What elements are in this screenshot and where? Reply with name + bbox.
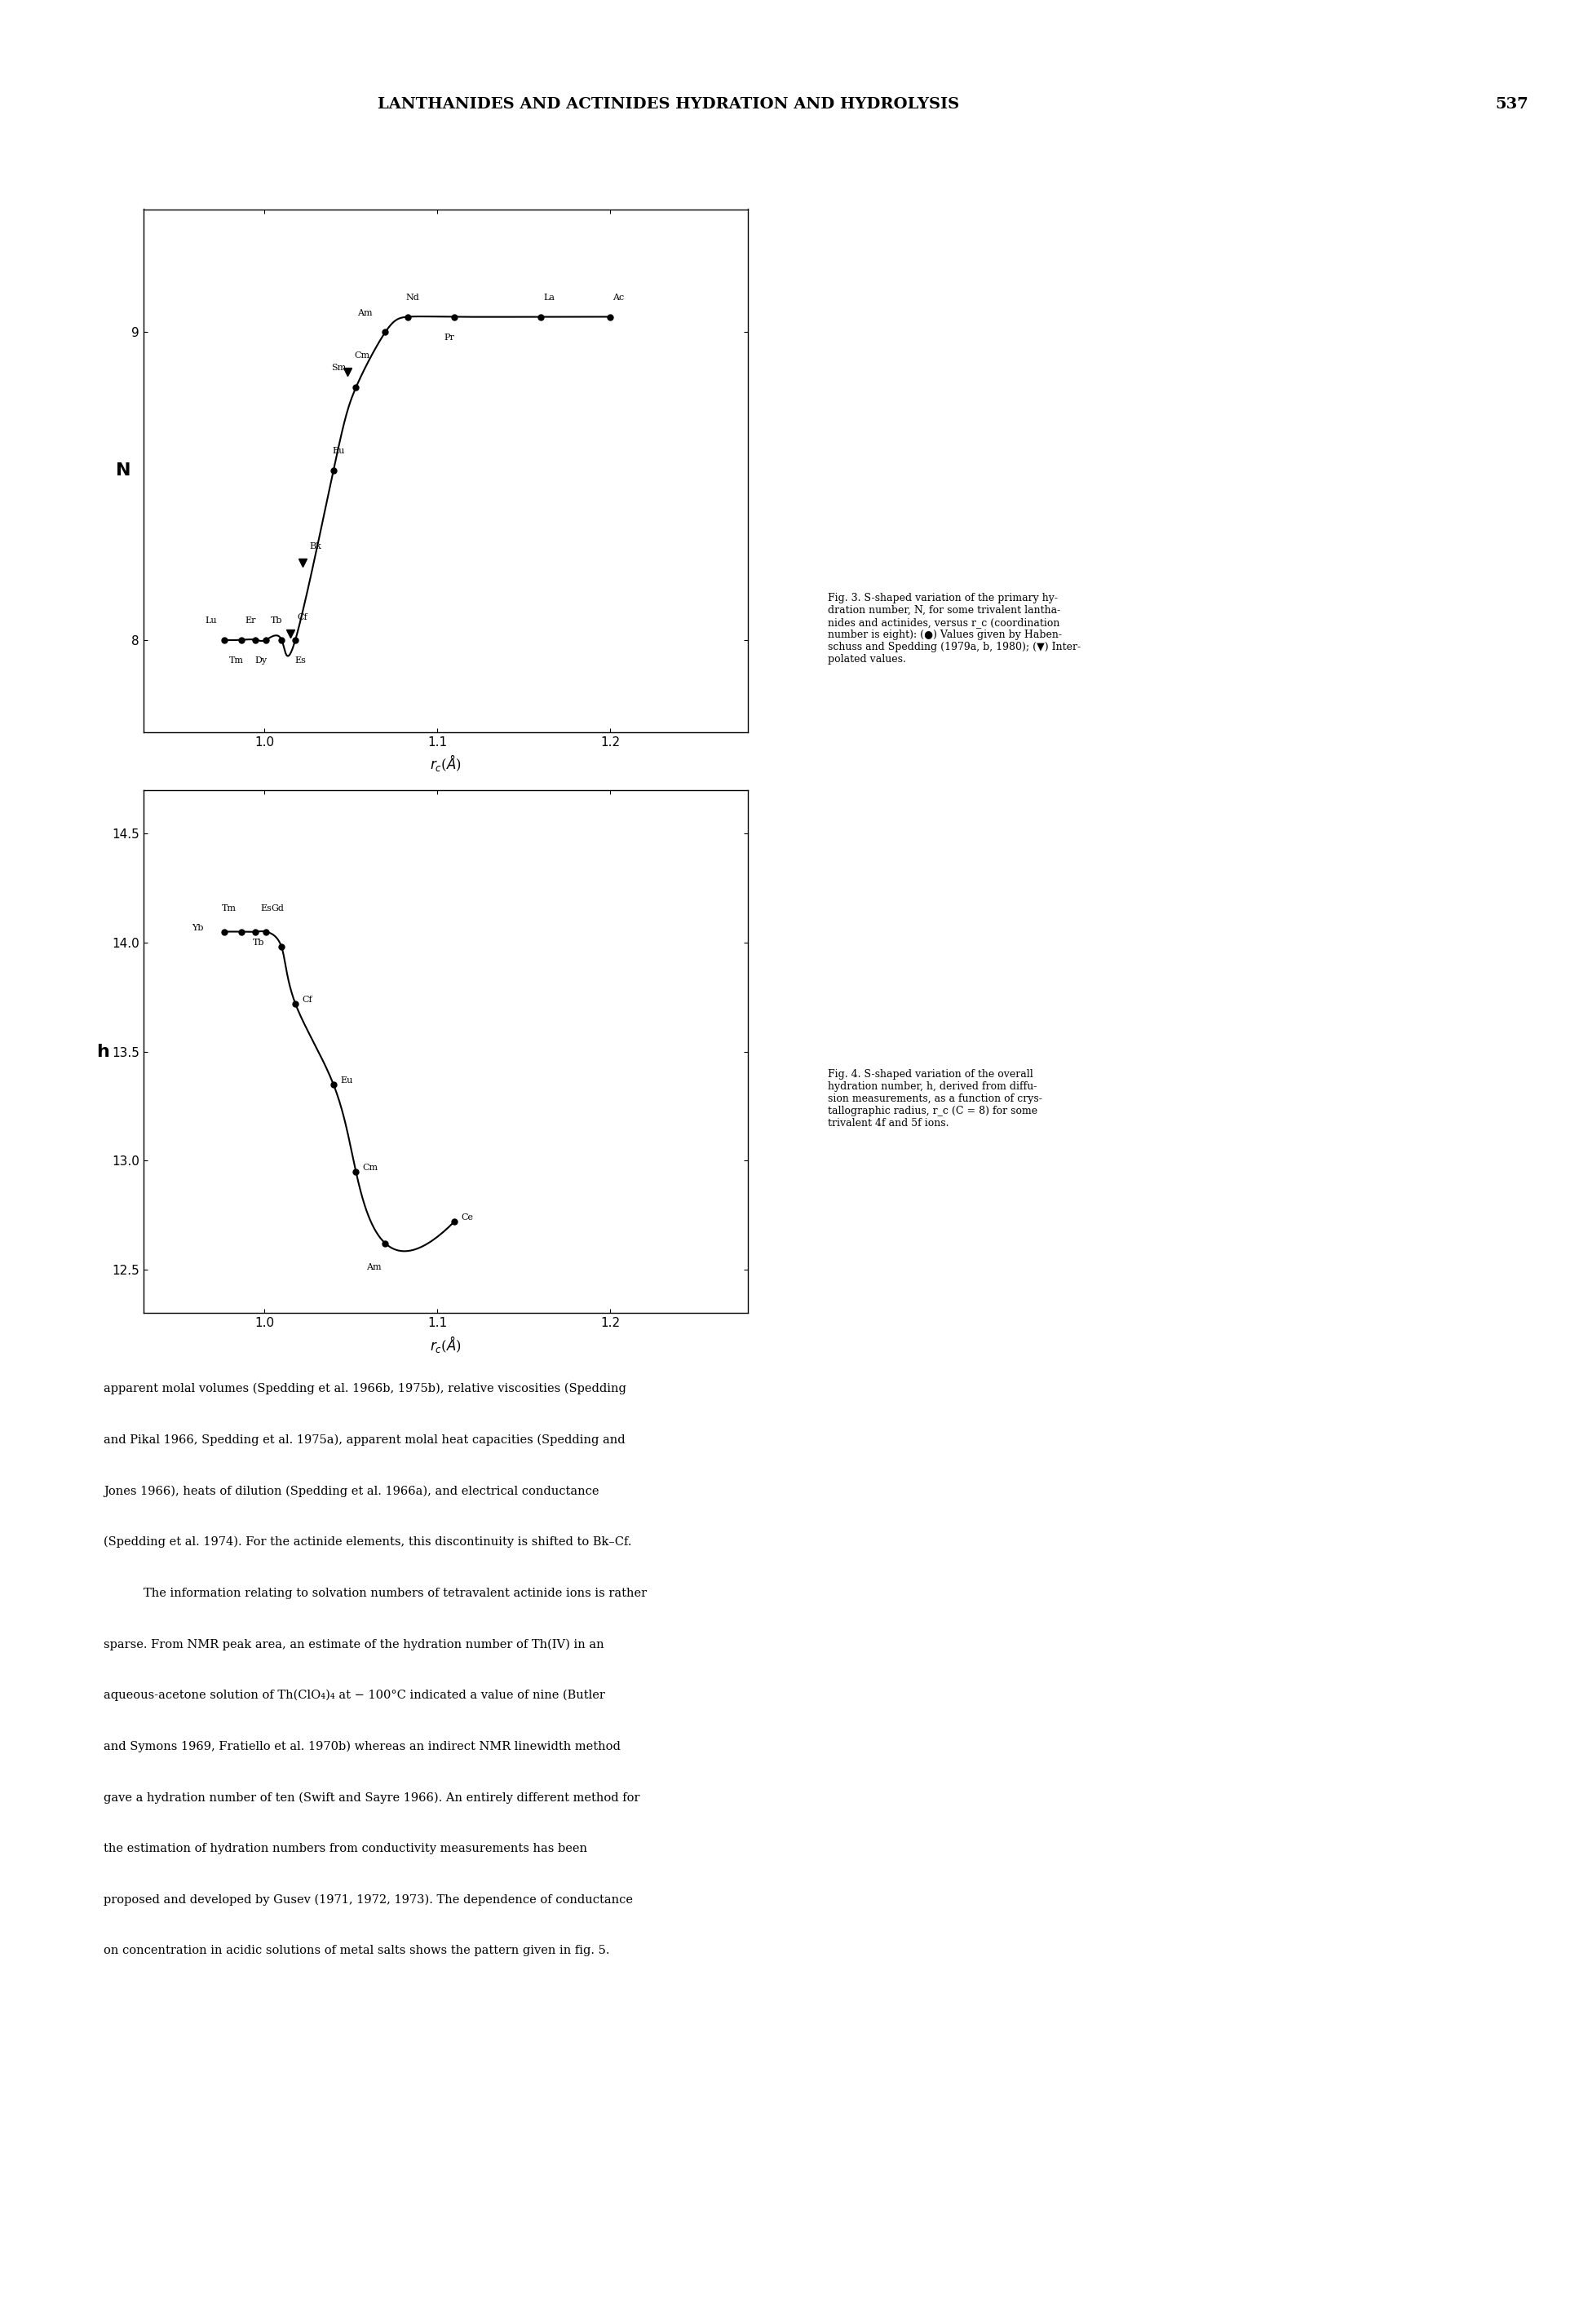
Text: Es: Es — [295, 655, 306, 665]
Text: Yb: Yb — [193, 923, 204, 932]
Text: Tb: Tb — [253, 939, 264, 948]
Text: Cm: Cm — [363, 1164, 379, 1171]
Text: Pr: Pr — [444, 332, 454, 342]
X-axis label: $r_c$($\AA$): $r_c$($\AA$) — [430, 1334, 462, 1355]
Text: and Symons 1969, Fratiello et al. 1970b) whereas an indirect NMR linewidth metho: and Symons 1969, Fratiello et al. 1970b)… — [103, 1741, 621, 1752]
Text: Tm: Tm — [229, 655, 244, 665]
Text: La: La — [544, 293, 556, 302]
Text: (Spedding et al. 1974). For the actinide elements, this discontinuity is shifted: (Spedding et al. 1974). For the actinide… — [103, 1536, 632, 1548]
Text: Fig. 4. S-shaped variation of the overall
hydration number, h, derived from diff: Fig. 4. S-shaped variation of the overal… — [828, 1069, 1043, 1129]
Text: LANTHANIDES AND ACTINIDES HYDRATION AND HYDROLYSIS: LANTHANIDES AND ACTINIDES HYDRATION AND … — [377, 98, 960, 112]
Text: on concentration in acidic solutions of metal salts shows the pattern given in f: on concentration in acidic solutions of … — [103, 1945, 610, 1957]
Text: The information relating to solvation numbers of tetravalent actinide ions is ra: The information relating to solvation nu… — [143, 1587, 646, 1599]
Text: Gd: Gd — [271, 904, 283, 911]
Text: Am: Am — [357, 309, 373, 316]
Text: Cf: Cf — [298, 614, 307, 621]
Text: Lu: Lu — [205, 616, 217, 625]
Text: gave a hydration number of ten (Swift and Sayre 1966). An entirely different met: gave a hydration number of ten (Swift an… — [103, 1792, 640, 1803]
Text: Tb: Tb — [271, 616, 282, 625]
Text: Eu: Eu — [333, 446, 345, 456]
X-axis label: $r_c$($\AA$): $r_c$($\AA$) — [430, 753, 462, 774]
Text: Er: Er — [245, 616, 256, 625]
Text: Cf: Cf — [302, 995, 312, 1004]
Text: proposed and developed by Gusev (1971, 1972, 1973). The dependence of conductanc: proposed and developed by Gusev (1971, 1… — [103, 1894, 632, 1906]
Text: Eu: Eu — [341, 1076, 353, 1085]
Text: Jones 1966), heats of dilution (Spedding et al. 1966a), and electrical conductan: Jones 1966), heats of dilution (Spedding… — [103, 1485, 599, 1497]
Text: apparent molal volumes (Spedding et al. 1966b, 1975b), relative viscosities (Spe: apparent molal volumes (Spedding et al. … — [103, 1383, 626, 1394]
Text: Ac: Ac — [613, 293, 624, 302]
Text: Fig. 3. S-shaped variation of the primary hy-
dration number, N, for some trival: Fig. 3. S-shaped variation of the primar… — [828, 593, 1081, 665]
Text: 537: 537 — [1495, 98, 1528, 112]
Text: Ce: Ce — [462, 1213, 473, 1222]
Text: Bk: Bk — [309, 541, 322, 551]
Text: Cm: Cm — [353, 351, 369, 360]
Y-axis label: $\mathbf{h}$: $\mathbf{h}$ — [96, 1043, 110, 1060]
Text: Nd: Nd — [406, 293, 420, 302]
Text: Es: Es — [261, 904, 272, 911]
Text: Sm: Sm — [331, 365, 345, 372]
Text: Am: Am — [366, 1262, 382, 1271]
Y-axis label: $\mathbf{N}$: $\mathbf{N}$ — [115, 462, 131, 479]
Text: and Pikal 1966, Spedding et al. 1975a), apparent molal heat capacities (Spedding: and Pikal 1966, Spedding et al. 1975a), … — [103, 1434, 626, 1446]
Text: aqueous-acetone solution of Th(ClO₄)₄ at − 100°C indicated a value of nine (Butl: aqueous-acetone solution of Th(ClO₄)₄ at… — [103, 1690, 605, 1701]
Text: Dy: Dy — [255, 655, 267, 665]
Text: the estimation of hydration numbers from conductivity measurements has been: the estimation of hydration numbers from… — [103, 1843, 587, 1855]
Text: sparse. From NMR peak area, an estimate of the hydration number of Th(IV) in an: sparse. From NMR peak area, an estimate … — [103, 1638, 603, 1650]
Text: Tm: Tm — [221, 904, 237, 911]
